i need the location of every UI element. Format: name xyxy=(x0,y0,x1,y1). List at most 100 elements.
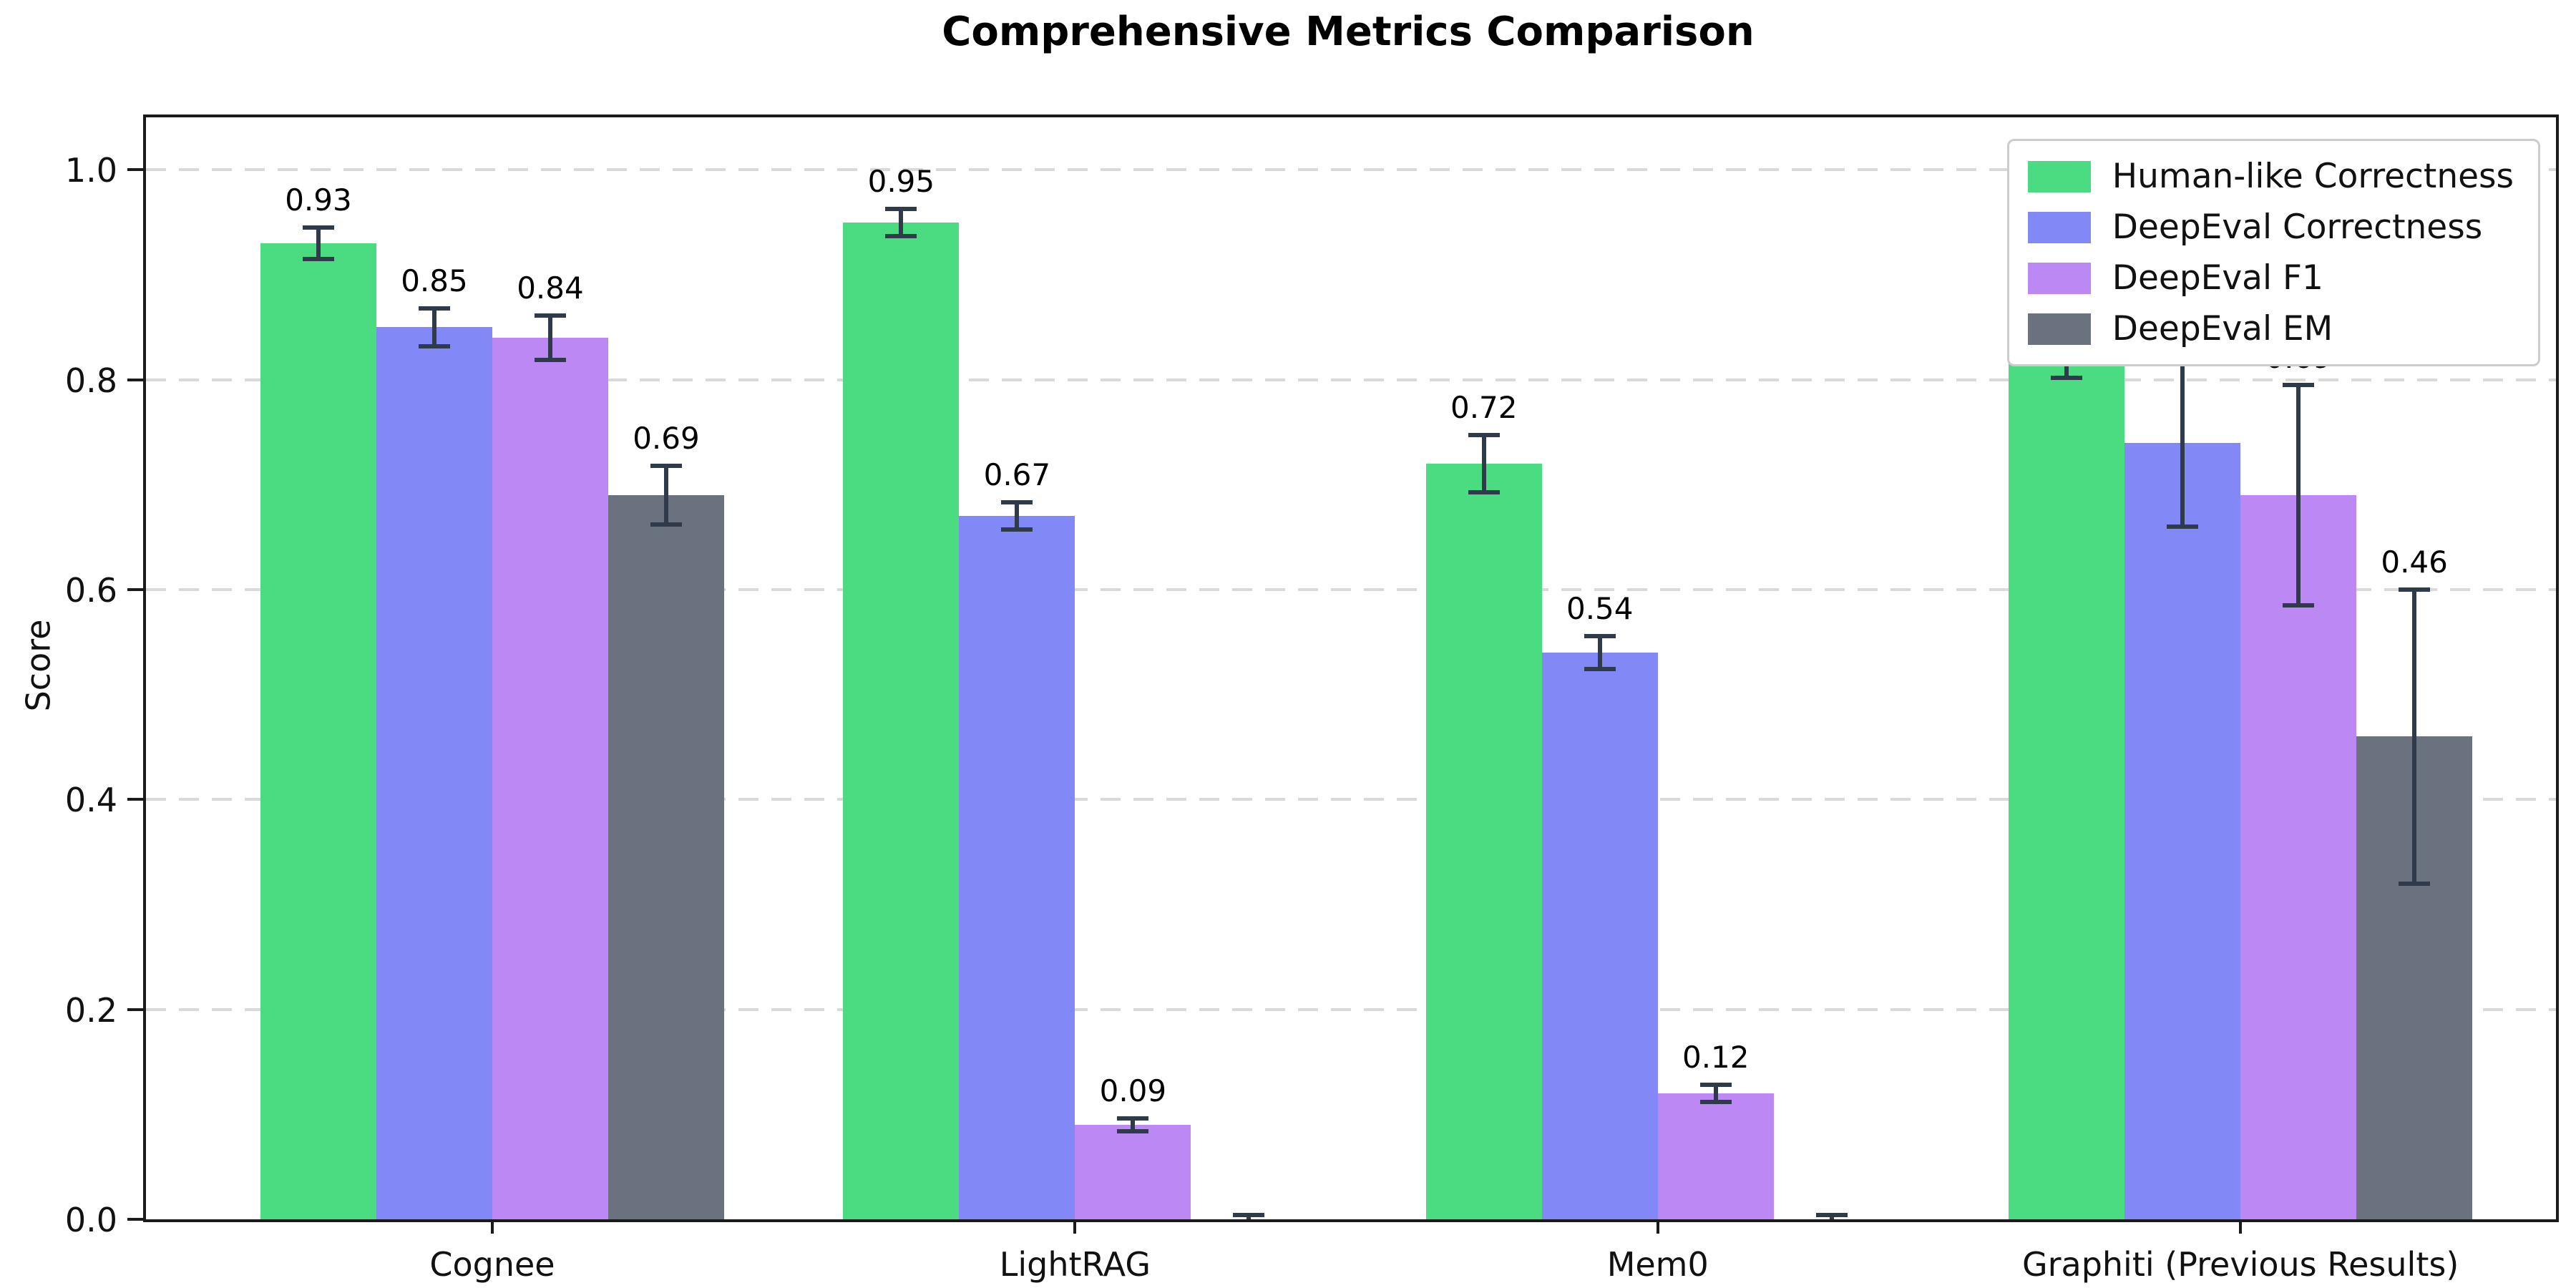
y-tick-mark xyxy=(127,1008,143,1011)
error-bar-cap-bottom xyxy=(1117,1128,1149,1133)
y-tick-mark xyxy=(127,1218,143,1221)
error-bar-line xyxy=(1481,435,1486,492)
error-bar-cap-bottom xyxy=(534,357,566,362)
error-bar-line xyxy=(1131,1118,1136,1131)
bar-human-like-correctness-mem0 xyxy=(1425,464,1542,1219)
error-bar-cap-top xyxy=(650,463,682,468)
gridline-0.2 xyxy=(146,1008,2556,1011)
y-tick-label: 0.2 xyxy=(64,990,117,1030)
error-bar-line xyxy=(663,465,668,525)
error-bar-cap-top xyxy=(1233,1213,1265,1218)
error-bar-line xyxy=(547,316,552,360)
error-bar-cap-top xyxy=(1468,433,1500,438)
legend-label-human-like-correctness: Human-like Correctness xyxy=(2112,157,2514,196)
error-bar-cap-top xyxy=(2399,587,2431,592)
error-bar-cap-bottom xyxy=(2051,375,2083,380)
value-label: 0.46 xyxy=(2381,545,2448,580)
x-tick-label-mem0: Mem0 xyxy=(1606,1245,1709,1284)
x-tick-mark xyxy=(1656,1219,1659,1234)
error-bar-cap-top xyxy=(1815,1213,1848,1218)
error-bar-line xyxy=(316,228,321,259)
legend-swatch-deepeval-f1 xyxy=(2027,262,2091,294)
bar-deepeval-correctness-mem0 xyxy=(1541,653,1658,1219)
error-bar-cap-bottom xyxy=(650,522,682,527)
error-bar-cap-bottom xyxy=(1699,1099,1732,1104)
legend-item-deepeval-f1: DeepEval F1 xyxy=(2027,258,2514,298)
y-tick-mark xyxy=(127,168,143,172)
value-label: 0.85 xyxy=(401,263,468,298)
y-tick-label: 0.6 xyxy=(64,571,117,610)
error-bar-line xyxy=(1015,502,1020,530)
y-tick-label: 0.8 xyxy=(64,361,117,400)
gridline-0.6 xyxy=(146,588,2556,591)
legend-swatch-deepeval-correctness xyxy=(2027,211,2091,243)
error-bar-cap-top xyxy=(2283,383,2315,387)
error-bar-cap-bottom xyxy=(302,257,334,261)
bar-deepeval-correctness-lightrag xyxy=(959,516,1075,1219)
error-bar-cap-bottom xyxy=(2167,525,2199,529)
bar-deepeval-correctness-cognee xyxy=(376,327,492,1219)
error-bar-cap-bottom xyxy=(2399,881,2431,886)
gridline-0.4 xyxy=(146,798,2556,801)
x-tick-label-lightrag: LightRAG xyxy=(999,1245,1151,1284)
error-bar-cap-bottom xyxy=(1468,489,1500,494)
legend-item-deepeval-em: DeepEval EM xyxy=(2027,309,2514,348)
error-bar-cap-bottom xyxy=(1001,527,1033,532)
error-bar-line xyxy=(1713,1085,1718,1102)
y-tick-label: 0.0 xyxy=(64,1201,117,1239)
error-bar-line xyxy=(2180,358,2185,527)
y-axis-label: Score xyxy=(19,619,57,712)
gridline-1 xyxy=(146,168,2556,172)
x-tick-mark xyxy=(490,1219,494,1234)
gridline-0.8 xyxy=(146,378,2556,381)
value-label: 0.84 xyxy=(517,270,584,306)
x-tick-mark xyxy=(1073,1219,1077,1234)
value-label: 0.09 xyxy=(1099,1073,1167,1109)
error-bar-cap-top xyxy=(1117,1116,1149,1121)
bar-deepeval-f1-cognee xyxy=(492,338,608,1219)
legend-label-deepeval-em: DeepEval EM xyxy=(2112,309,2333,348)
bar-human-like-correctness-cognee xyxy=(260,243,376,1219)
error-bar-cap-bottom xyxy=(2283,603,2315,608)
legend-item-deepeval-correctness: DeepEval Correctness xyxy=(2027,208,2514,247)
chart-title: Comprehensive Metrics Comparison xyxy=(942,9,1755,55)
x-tick-label-cognee: Cognee xyxy=(429,1245,555,1284)
bar-human-like-correctness-lightrag xyxy=(843,222,960,1219)
y-tick-label: 0.4 xyxy=(64,781,117,820)
value-label: 0.67 xyxy=(983,457,1051,493)
error-bar-cap-top xyxy=(1699,1083,1732,1088)
value-label: 0.12 xyxy=(1682,1040,1750,1075)
bar-deepeval-em-cognee xyxy=(608,495,724,1219)
error-bar-cap-top xyxy=(1001,500,1033,505)
error-bar-line xyxy=(2412,590,2417,884)
y-tick-mark xyxy=(127,798,143,801)
y-axis-label-wrap: Score xyxy=(13,114,63,1216)
legend: Human-like Correctness DeepEval Correctne… xyxy=(2006,139,2540,366)
legend-label-deepeval-f1: DeepEval F1 xyxy=(2112,258,2323,298)
value-label: 0.95 xyxy=(867,163,935,199)
error-bar-cap-top xyxy=(302,225,334,230)
error-bar-line xyxy=(2296,385,2301,605)
error-bar-cap-bottom xyxy=(418,343,450,348)
error-bar-cap-bottom xyxy=(1584,667,1616,672)
y-tick-mark xyxy=(127,588,143,591)
y-tick-mark xyxy=(127,378,143,381)
bar-human-like-correctness-graphiti-previous-results xyxy=(2009,296,2125,1219)
value-label: 0.54 xyxy=(1566,590,1634,626)
x-tick-label-graphiti-previous-results: Graphiti (Previous Results) xyxy=(2021,1245,2459,1284)
legend-label-deepeval-correctness: DeepEval Correctness xyxy=(2112,208,2483,247)
bar-deepeval-correctness-graphiti-previous-results xyxy=(2124,442,2241,1219)
error-bar-cap-top xyxy=(885,206,917,211)
bar-deepeval-f1-graphiti-previous-results xyxy=(2240,495,2357,1219)
value-label: 0.72 xyxy=(1450,390,1518,426)
error-bar-line xyxy=(1597,635,1602,670)
x-tick-mark xyxy=(2239,1219,2243,1234)
value-label: 0.93 xyxy=(285,182,352,218)
error-bar-cap-top xyxy=(534,313,566,318)
legend-item-human-like-correctness: Human-like Correctness xyxy=(2027,157,2514,196)
error-bar-cap-top xyxy=(1584,633,1616,638)
bar-deepeval-f1-mem0 xyxy=(1657,1093,1774,1219)
bar-deepeval-f1-lightrag xyxy=(1075,1125,1191,1219)
legend-swatch-human-like-correctness xyxy=(2027,160,2091,192)
